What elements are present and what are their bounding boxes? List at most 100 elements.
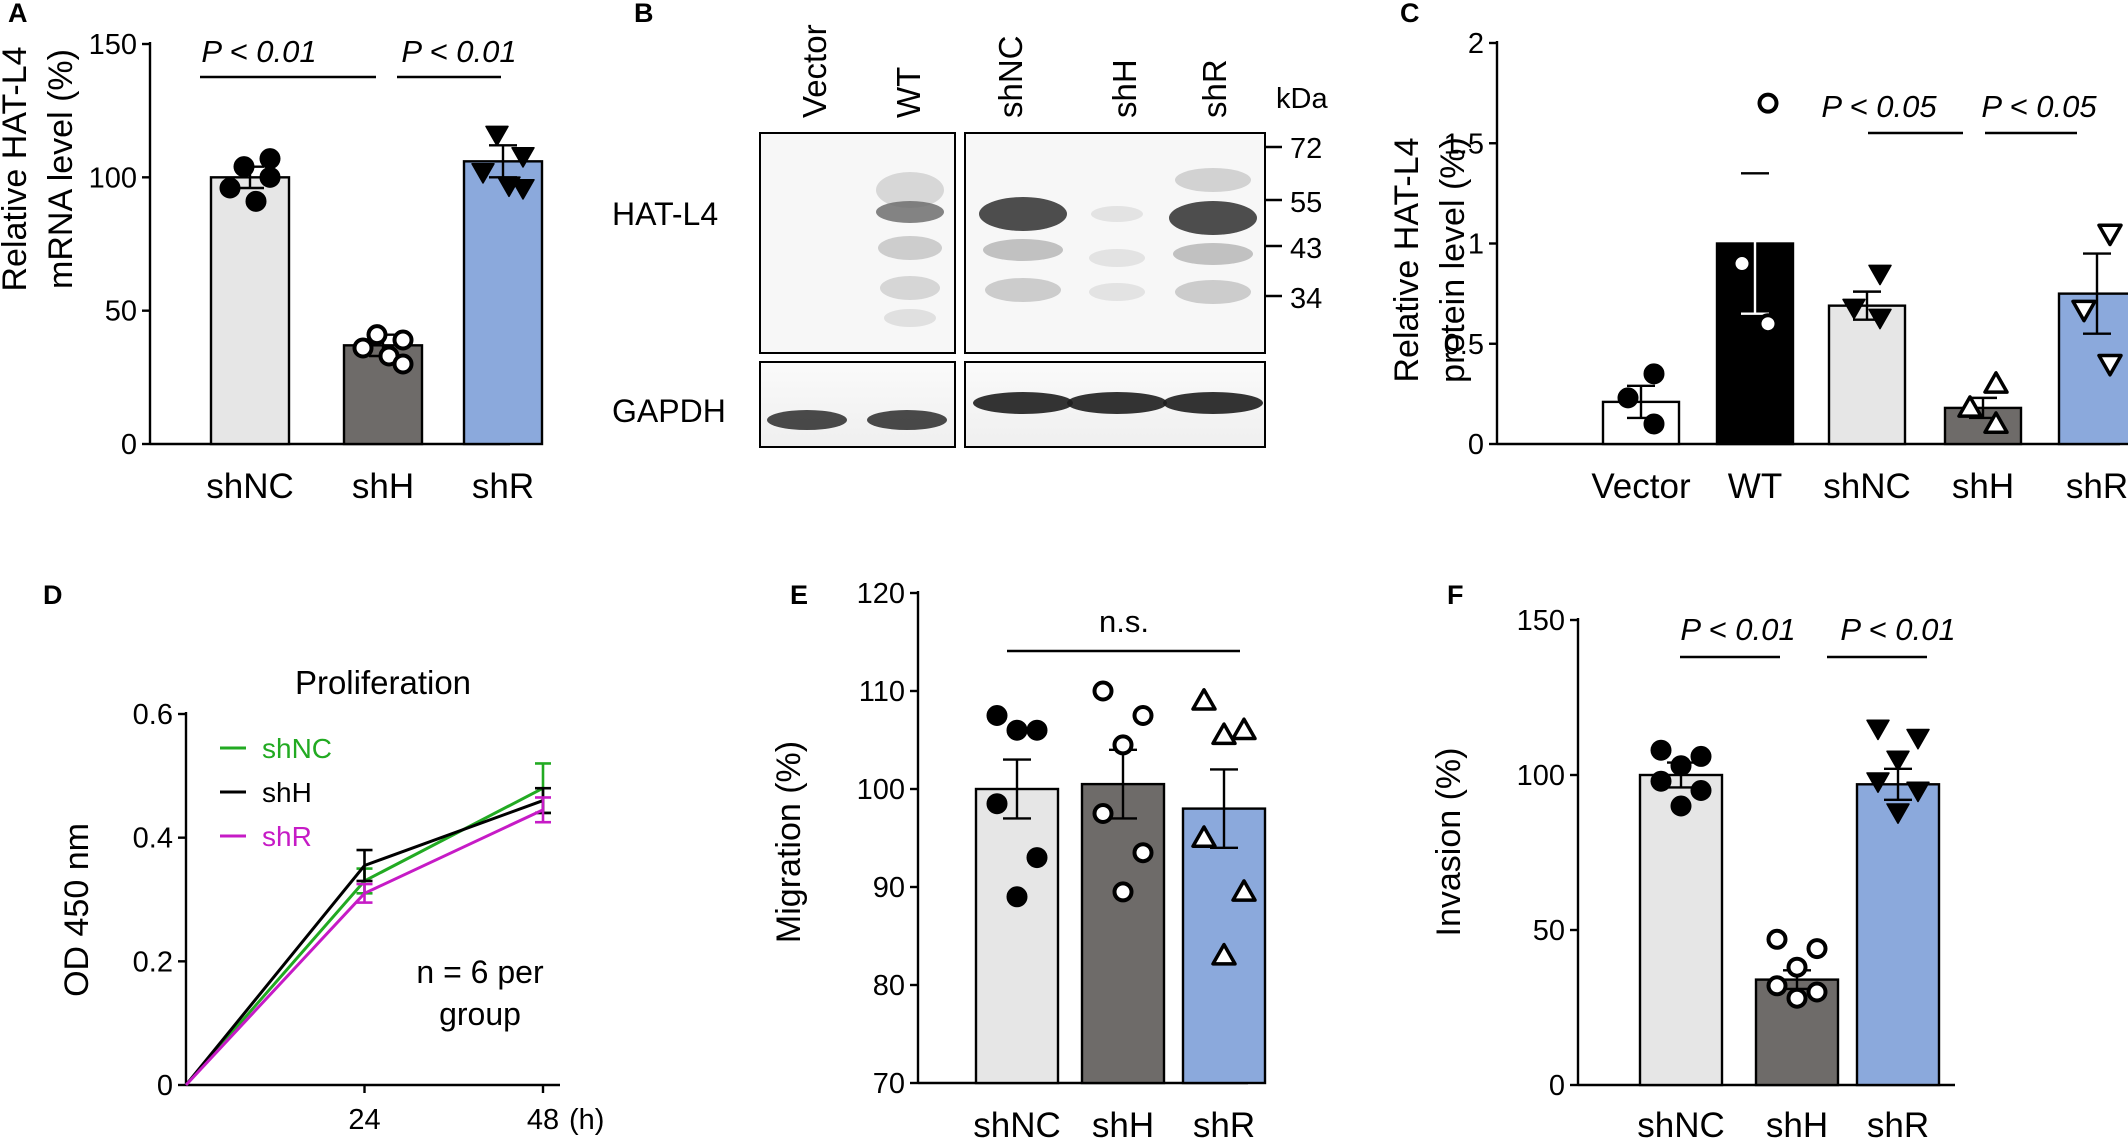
blot-row-label-gapdh: GAPDH: [612, 393, 726, 429]
x-category-label: WT: [1728, 467, 1782, 506]
blot-row-label-hatl4: HAT-L4: [612, 196, 718, 232]
y-tick-label: 0.2: [133, 946, 173, 978]
panel-a-ylabel-2: mRNA level (%): [42, 49, 80, 289]
marker-34: 34: [1290, 283, 1322, 315]
x-category-label: shNC: [1823, 467, 1911, 506]
panel-c-letter: C: [1400, 0, 1420, 28]
panel-d-letter: D: [43, 580, 63, 610]
panel-c-ylabel-1: Relative HAT-L4: [1388, 137, 1426, 382]
bar-shr: [1855, 783, 1941, 1087]
data-point-vector: [1643, 363, 1665, 385]
data-point-shnc: [1868, 308, 1892, 330]
data-point-shh: [1092, 680, 1114, 702]
lane-label-shr: shR: [1196, 59, 1233, 118]
data-point-shh: [1132, 705, 1154, 726]
data-point-shh: [1766, 975, 1788, 997]
data-point-shnc: [1670, 795, 1692, 817]
data-point-shr: [511, 147, 535, 168]
y-tick-label: 70: [873, 1068, 905, 1100]
data-point-shnc: [1690, 745, 1712, 767]
data-point-shr: [511, 179, 535, 200]
panel-f-letter: F: [1447, 580, 1464, 610]
data-point-shh: [366, 324, 388, 346]
data-point-shnc: [245, 190, 267, 212]
bar-shnc: [209, 176, 291, 446]
y-tick-label: 1.5: [1444, 128, 1484, 160]
data-point-shr: [1231, 879, 1257, 902]
y-tick-label: 1: [1468, 229, 1484, 261]
data-point-shh: [1786, 956, 1808, 978]
panel-c-plot: 0 0.5 1 1.5 2 Vector WT shNC shH shR: [1444, 28, 2128, 506]
panel-a-sig-2: P < 0.01: [401, 34, 516, 69]
y-tick-label: 0: [121, 429, 137, 461]
panel-c-ylabel-2: protein level (%): [1434, 137, 1472, 383]
blot-hatl4-right: [964, 132, 1266, 354]
bar-shr: [2057, 292, 2128, 446]
y-tick-label: 50: [105, 296, 137, 328]
x-category-label: shR: [472, 467, 534, 506]
y-tick-label: 0: [1468, 429, 1484, 461]
series-line-shh: [184, 799, 544, 1086]
data-point-shnc: [233, 156, 255, 178]
data-point-shnc: [1650, 739, 1672, 761]
data-point-shr: [2097, 223, 2123, 247]
panel-a-ylabel-1: Relative HAT-L4: [0, 46, 34, 291]
x-category-label: shR: [2066, 467, 2128, 506]
data-point-shnc: [986, 705, 1008, 726]
legend-label-shnc: shNC: [262, 733, 332, 764]
panel-c-sig-2: P < 0.05: [1981, 89, 2097, 124]
data-point-shh: [1983, 411, 2009, 434]
panel-d-note-2: group: [439, 996, 521, 1032]
data-point-shr: [1886, 803, 1910, 824]
data-point-shh: [1806, 938, 1828, 960]
data-point-shh: [1957, 395, 1983, 418]
y-tick-label: 0: [1549, 1070, 1565, 1102]
data-point-shnc: [219, 177, 241, 199]
blot-gapdh-right: [964, 361, 1266, 448]
data-point-shh: [1806, 981, 1828, 1003]
bar-shnc: [974, 787, 1060, 1085]
data-point-wt: [1757, 92, 1779, 114]
data-point-shnc: [1006, 886, 1028, 908]
kda-unit: kDa: [1276, 83, 1328, 115]
panel-e-sig: n.s.: [1099, 604, 1149, 639]
panel-f-ylabel: Invasion (%): [1430, 748, 1468, 937]
data-point-shr: [1211, 722, 1237, 746]
data-point-shh: [1786, 987, 1808, 1009]
x-category-label: Vector: [1591, 467, 1691, 506]
data-point-shh: [1112, 881, 1134, 903]
data-point-shnc: [1006, 719, 1028, 741]
y-tick-label: 2: [1468, 28, 1484, 60]
marker-55: 55: [1290, 187, 1322, 219]
data-point-shh: [1766, 928, 1788, 950]
panel-a: A Relative HAT-L4 mRNA level (%) 0 50 100 1…: [0, 0, 544, 506]
panel-d-title: Proliferation: [295, 664, 471, 701]
data-point-shnc: [259, 148, 281, 170]
panel-f-sig-1: P < 0.01: [1680, 612, 1795, 647]
data-point-shr: [485, 125, 509, 147]
y-tick-label: 100: [857, 774, 905, 806]
data-point-shr: [1211, 942, 1237, 966]
bar-shnc: [1638, 773, 1724, 1087]
x-category-label: shNC: [1637, 1106, 1725, 1144]
panel-e-ylabel: Migration (%): [770, 741, 808, 943]
data-point-shr: [1191, 825, 1217, 848]
y-tick-label: 80: [873, 970, 905, 1002]
y-tick-label: 90: [873, 872, 905, 904]
panel-e-plot: 70 80 90 100 110 120 shNC shH shR: [857, 578, 1267, 1144]
legend-label-shh: shH: [262, 777, 312, 808]
x-category-label: shNC: [206, 467, 294, 506]
lane-label-vector: Vector: [796, 24, 833, 118]
data-point-shr: [1866, 772, 1890, 793]
lane-label-shnc: shNC: [992, 35, 1029, 118]
y-tick-label: 100: [1517, 760, 1565, 792]
data-point-shnc: [259, 166, 281, 188]
data-point-shr: [1906, 728, 1930, 750]
y-tick-label: 150: [1517, 605, 1565, 637]
y-tick-label: 0: [157, 1070, 173, 1102]
panel-c-sig-1: P < 0.05: [1821, 89, 1937, 124]
panel-f: F Invasion (%) 0 50 100 150 shNC shH shR P < 0…: [1430, 580, 1956, 1144]
data-point-shr: [471, 163, 495, 184]
x-tick-label: 48: [527, 1104, 559, 1136]
